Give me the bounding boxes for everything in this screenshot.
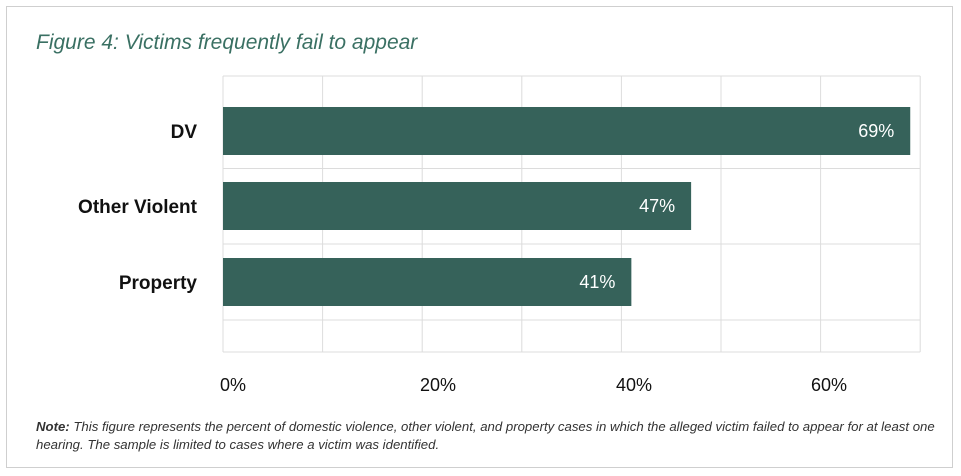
x-tick-label: 60%	[811, 375, 847, 395]
bar-dv	[223, 107, 911, 155]
bar-property	[223, 258, 632, 306]
x-tick-label: 40%	[616, 375, 652, 395]
bar-value-label: 69%	[858, 121, 894, 141]
figure-title: Figure 4: Victims frequently fail to app…	[36, 31, 418, 54]
bar-value-label: 47%	[639, 196, 675, 216]
category-label: DV	[171, 122, 198, 143]
x-tick-label: 20%	[420, 375, 456, 395]
category-label: Property	[119, 273, 198, 294]
bar-value-label: 41%	[579, 272, 615, 292]
x-tick-label: 0%	[220, 375, 246, 395]
bar-other-violent	[223, 182, 692, 230]
category-label: Other Violent	[78, 197, 198, 218]
note-label: Note:	[36, 419, 70, 434]
note-text: This figure represents the percent of do…	[36, 419, 935, 452]
figure-frame	[6, 6, 953, 468]
figure-note: Note: This figure represents the percent…	[36, 418, 936, 454]
